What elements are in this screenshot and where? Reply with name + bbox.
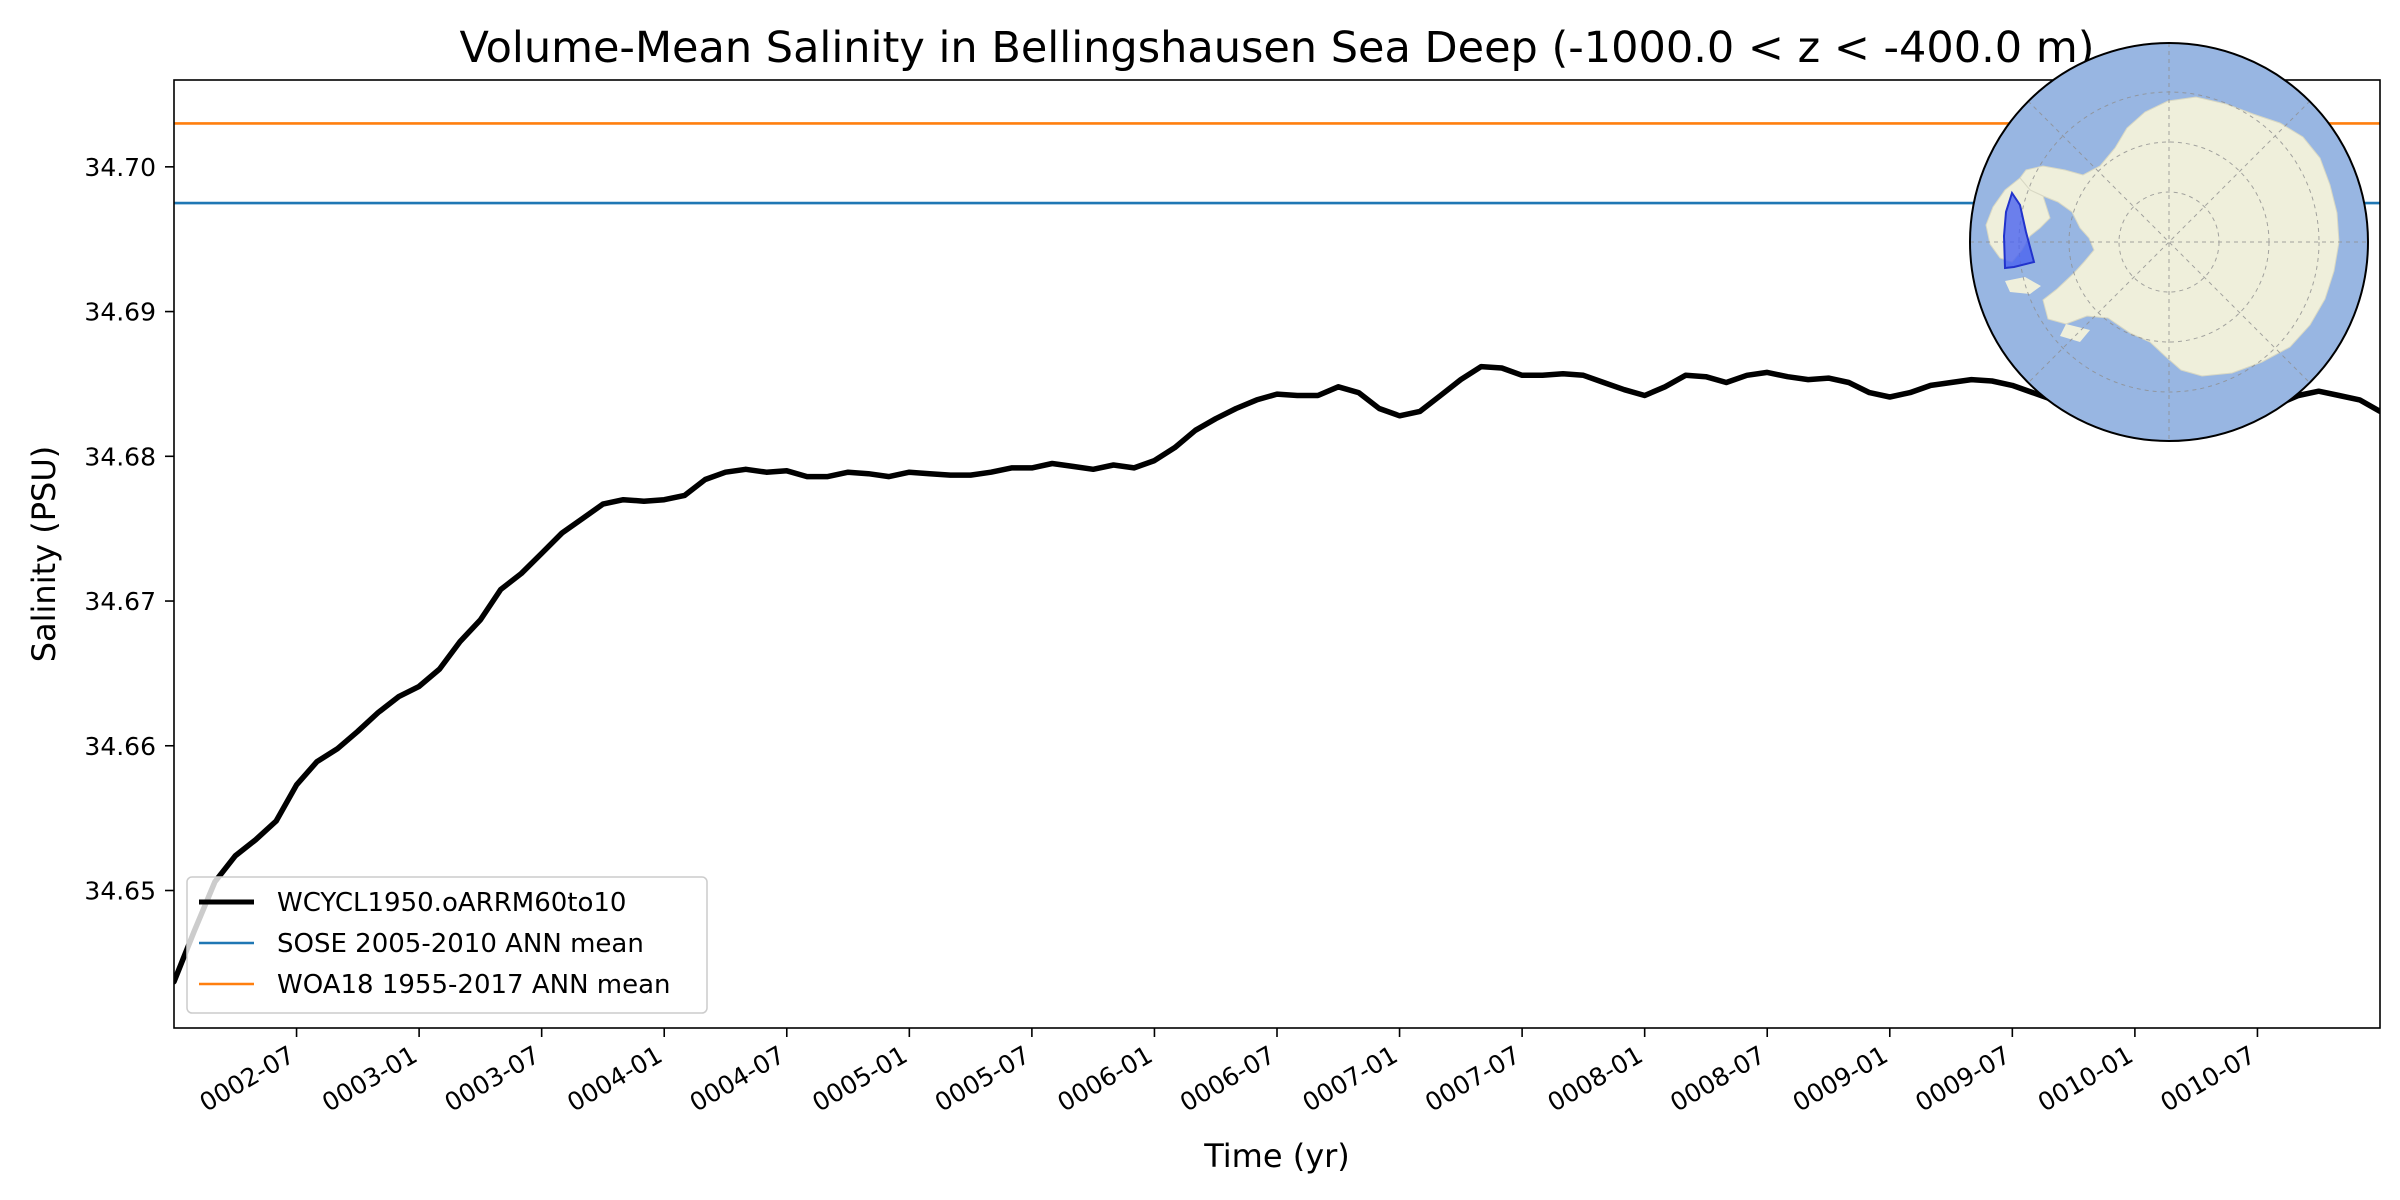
legend-label-sose: SOSE 2005-2010 ANN mean: [277, 929, 644, 959]
y-tick-label: 34.68: [84, 442, 156, 471]
x-tick-label: 0004-07: [685, 1040, 790, 1117]
y-axis-label: Salinity (PSU): [25, 446, 63, 663]
x-tick-label: 0010-07: [2155, 1040, 2260, 1117]
y-tick-label: 34.66: [84, 732, 156, 761]
legend-box: [186, 876, 708, 1014]
region-highlight: [2002, 190, 2036, 270]
series-line-0: [174, 363, 2380, 985]
x-tick-label: 0004-01: [562, 1040, 667, 1117]
antarctica-polar-map-icon: [1969, 42, 2369, 442]
chart-title: Volume-Mean Salinity in Bellingshausen S…: [460, 23, 2095, 73]
x-tick-label: 0003-07: [440, 1040, 545, 1117]
legend-label-model: WCYCL1950.oARRM60to10: [277, 888, 626, 918]
x-tick-label: 0008-01: [1543, 1040, 1648, 1117]
x-tick-label: 0006-01: [1052, 1040, 1157, 1117]
y-tick-label: 34.65: [84, 877, 156, 906]
legend-label-woa18: WOA18 1955-2017 ANN mean: [277, 970, 671, 1000]
y-tick-label: 34.69: [84, 298, 156, 327]
x-tick-label: 0005-07: [930, 1040, 1035, 1117]
legend: WCYCL1950.oARRM60to10 SOSE 2005-2010 ANN…: [186, 876, 708, 1014]
x-tick-label: 0006-07: [1175, 1040, 1280, 1117]
x-tick-label: 0009-01: [1788, 1040, 1893, 1117]
y-axis: 34.65 34.66 34.67 34.68 34.69 34.70: [84, 153, 174, 906]
x-axis-label: Time (yr): [1203, 1137, 1350, 1175]
x-tick-label: 0002-07: [195, 1040, 300, 1117]
west-antarctic-islands: [2005, 277, 2090, 342]
y-tick-label: 34.70: [84, 153, 156, 182]
x-tick-label: 0009-07: [1910, 1040, 2015, 1117]
x-tick-label: 0008-07: [1665, 1040, 1770, 1117]
x-tick-label: 0010-01: [2033, 1040, 2138, 1117]
x-tick-label: 0003-01: [317, 1040, 422, 1117]
x-axis: 0002-07 0003-01 0003-07 0004-01 0004-07 0005-…: [195, 1028, 2260, 1117]
y-tick-label: 34.67: [84, 587, 156, 616]
x-tick-label: 0007-01: [1298, 1040, 1403, 1117]
x-tick-label: 0005-01: [807, 1040, 912, 1117]
map-graticule: [1970, 43, 2368, 441]
x-tick-label: 0007-07: [1420, 1040, 1525, 1117]
